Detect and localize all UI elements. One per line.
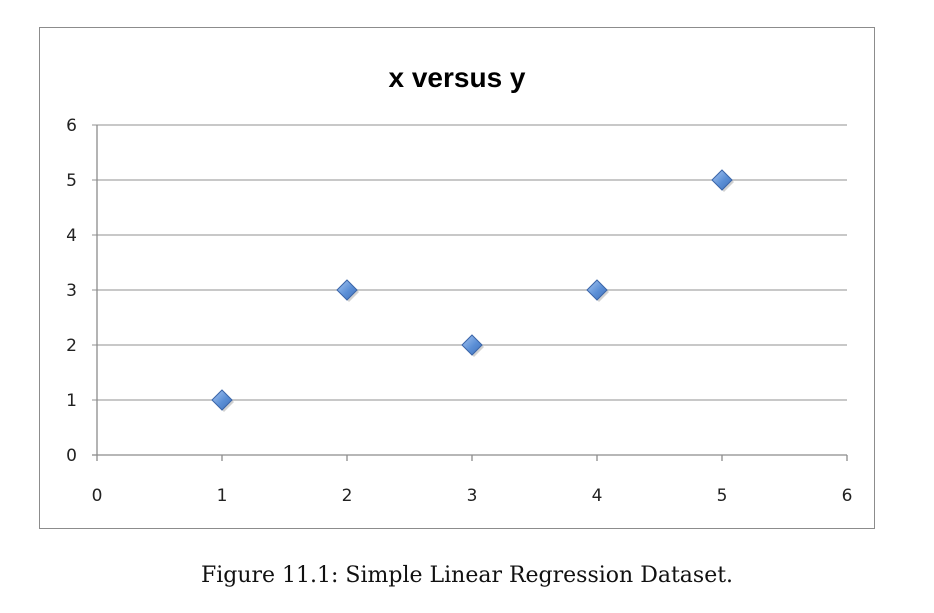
x-tick-label: 6: [842, 486, 853, 506]
y-tick-label: 6: [66, 116, 77, 136]
data-point: [711, 169, 733, 191]
x-tick-label: 0: [92, 486, 103, 506]
data-point: [336, 279, 358, 301]
gridlines: [92, 124, 847, 401]
scatter-chart: x versus y 0 1 2 3 4 5 6 0 1 2 3 4 5 6: [66, 62, 852, 506]
data-point: [461, 334, 483, 356]
y-tick-label: 2: [66, 336, 77, 356]
chart-title: x versus y: [389, 62, 526, 93]
data-point: [586, 279, 608, 301]
y-tick-label: 3: [66, 281, 77, 301]
figure-caption: Figure 11.1: Simple Linear Regression Da…: [200, 563, 734, 588]
chart-frame: x versus y 0 1 2 3 4 5 6 0 1 2 3 4 5 6: [39, 27, 875, 529]
y-tick-label: 4: [66, 226, 77, 246]
x-tick-label: 1: [217, 486, 228, 506]
tick-labels: 0 1 2 3 4 5 6 0 1 2 3 4 5 6: [66, 116, 852, 506]
x-tick-label: 4: [592, 486, 603, 506]
y-tick-label: 5: [66, 171, 77, 191]
axes: [92, 125, 848, 461]
y-tick-label: 1: [66, 391, 77, 411]
x-tick-label: 2: [342, 486, 353, 506]
x-tick-label: 5: [717, 486, 728, 506]
x-tick-label: 3: [467, 486, 478, 506]
data-point: [211, 389, 233, 411]
y-tick-label: 0: [66, 446, 77, 466]
data-points: [211, 169, 734, 412]
